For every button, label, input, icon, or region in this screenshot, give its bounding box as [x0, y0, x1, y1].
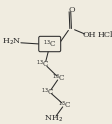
Text: NH$_2$: NH$_2$	[43, 114, 62, 124]
Text: $^{13}$C: $^{13}$C	[40, 87, 54, 98]
Text: H$_2$N: H$_2$N	[2, 37, 21, 47]
Text: O: O	[68, 6, 74, 14]
Text: $^{13}$C: $^{13}$C	[57, 100, 71, 111]
Text: OH: OH	[82, 31, 95, 39]
FancyBboxPatch shape	[38, 36, 60, 52]
Text: $^{13}$C: $^{13}$C	[42, 38, 56, 50]
Text: $^{13}$C: $^{13}$C	[36, 59, 49, 70]
Text: $^{13}$C: $^{13}$C	[51, 72, 65, 84]
Text: HCl: HCl	[96, 31, 112, 39]
